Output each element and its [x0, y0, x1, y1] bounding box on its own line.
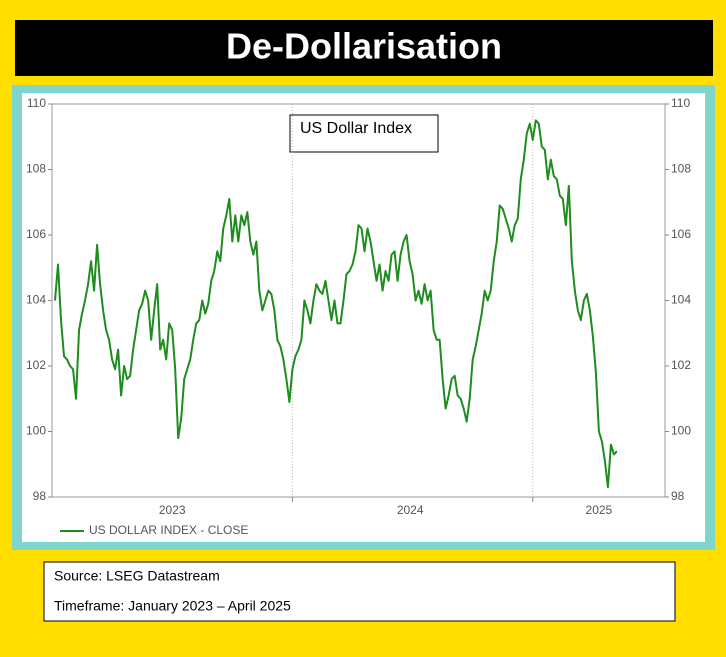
y-tick-label: 108: [26, 162, 46, 176]
y2-tick-label: 106: [671, 227, 691, 241]
chart-area: [22, 93, 705, 542]
y2-tick-label: 108: [671, 162, 691, 176]
data-line: [54, 119, 618, 489]
y2-tick-label: 102: [671, 358, 691, 372]
y-tick-label: 102: [26, 358, 46, 372]
y-tick-label: 110: [27, 96, 46, 110]
y-tick-label: 104: [26, 293, 46, 307]
x-tick-label: 2025: [586, 503, 613, 517]
x-tick-label: 2024: [397, 503, 424, 517]
source: Source: LSEG Datastream: [54, 568, 220, 584]
y-tick-label: 100: [26, 424, 46, 438]
x-tick-label: 2023: [159, 503, 186, 517]
title-bar: [15, 20, 713, 76]
y2-tick-label: 110: [671, 96, 690, 110]
chart-title: De-Dollarisation: [226, 26, 502, 67]
y2-tick-label: 98: [671, 489, 685, 503]
annotation: US Dollar Index: [300, 120, 412, 137]
annotation-box: [289, 114, 439, 153]
timeframe: Timeframe: January 2023 – April 2025: [54, 598, 291, 614]
y2-tick-label: 104: [671, 293, 691, 307]
footer-box: [43, 561, 676, 622]
y2-tick-label: 100: [671, 424, 691, 438]
y-tick-label: 98: [33, 489, 47, 503]
legend-label: US DOLLAR INDEX - CLOSE: [89, 523, 248, 537]
y-tick-label: 106: [26, 227, 46, 241]
